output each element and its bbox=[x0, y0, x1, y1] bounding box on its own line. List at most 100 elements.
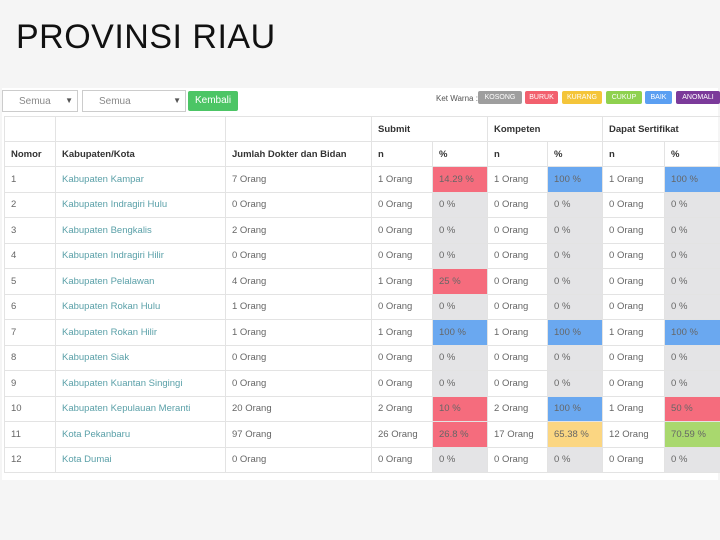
cell-nomor: 10 bbox=[4, 395, 56, 422]
cell-kabupaten[interactable]: Kabupaten Kampar bbox=[55, 166, 226, 193]
cell-kabupaten[interactable]: Kota Dumai bbox=[55, 446, 226, 473]
table-row: 1 Kabupaten Kampar 7 Orang 1 Orang 14.29 % 1 … bbox=[4, 166, 720, 193]
col-header-kompeten-pct: % bbox=[547, 141, 604, 167]
cell-kabupaten[interactable]: Kabupaten Kepulauan Meranti bbox=[55, 395, 226, 422]
cell-submit-n: 2 Orang bbox=[371, 395, 433, 422]
group-header-kompeten: Kompeten bbox=[487, 116, 604, 142]
header-empty bbox=[55, 116, 226, 142]
cell-kabupaten[interactable]: Kabupaten Pelalawan bbox=[55, 268, 226, 295]
cell-kabupaten[interactable]: Kabupaten Kuantan Singingi bbox=[55, 370, 226, 397]
cell-sertifikat-pct: 0 % bbox=[664, 293, 720, 320]
cell-sertifikat-pct: 0 % bbox=[664, 370, 720, 397]
table-row: 6 Kabupaten Rokan Hulu 1 Orang 0 Orang 0 % 0 … bbox=[4, 293, 720, 320]
chevron-down-icon: ▼ bbox=[173, 96, 181, 105]
legend-item-buruk: BURUK bbox=[525, 91, 558, 104]
cell-kabupaten[interactable]: Kabupaten Rokan Hulu bbox=[55, 293, 226, 320]
cell-kompeten-n: 0 Orang bbox=[487, 268, 549, 295]
cell-sertifikat-n: 12 Orang bbox=[602, 421, 666, 448]
cell-kompeten-pct: 100 % bbox=[547, 395, 604, 422]
cell-sertifikat-n: 0 Orang bbox=[602, 446, 666, 473]
filter-select-2[interactable]: Semua ▼ bbox=[82, 90, 186, 112]
cell-sertifikat-pct: 0 % bbox=[664, 344, 720, 371]
cell-submit-pct: 0 % bbox=[431, 217, 489, 244]
cell-kompeten-n: 0 Orang bbox=[487, 293, 549, 320]
cell-jumlah: 1 Orang bbox=[225, 293, 372, 320]
filter-select-1[interactable]: Semua ▼ bbox=[2, 90, 78, 112]
cell-sertifikat-pct: 70.59 % bbox=[664, 421, 720, 448]
chevron-down-icon: ▼ bbox=[65, 96, 73, 105]
cell-sertifikat-pct: 0 % bbox=[664, 446, 720, 473]
cell-submit-pct: 14.29 % bbox=[431, 166, 489, 193]
cell-kabupaten[interactable]: Kabupaten Siak bbox=[55, 344, 226, 371]
cell-kabupaten[interactable]: Kabupaten Bengkalis bbox=[55, 217, 226, 244]
filter-select-2-value: Semua bbox=[99, 96, 131, 107]
cell-nomor: 12 bbox=[4, 446, 56, 473]
cell-kabupaten[interactable]: Kota Pekanbaru bbox=[55, 421, 226, 448]
cell-sertifikat-pct: 0 % bbox=[664, 217, 720, 244]
col-header-jumlah: Jumlah Dokter dan Bidan bbox=[225, 141, 372, 167]
cell-kompeten-n: 0 Orang bbox=[487, 217, 549, 244]
cell-kompeten-pct: 0 % bbox=[547, 191, 604, 218]
table-row: 3 Kabupaten Bengkalis 2 Orang 0 Orang 0 % 0 O… bbox=[4, 217, 720, 244]
header-empty bbox=[225, 116, 372, 142]
cell-sertifikat-n: 0 Orang bbox=[602, 217, 666, 244]
cell-sertifikat-n: 0 Orang bbox=[602, 191, 666, 218]
cell-sertifikat-pct: 100 % bbox=[664, 166, 720, 193]
page-title: PROVINSI RIAU bbox=[16, 18, 276, 56]
cell-submit-pct: 100 % bbox=[431, 319, 489, 346]
cell-kompeten-pct: 100 % bbox=[547, 319, 604, 346]
cell-kompeten-pct: 0 % bbox=[547, 217, 604, 244]
report-panel: Semua ▼ Semua ▼ Kembali Ket Warna : KOSO… bbox=[2, 88, 720, 480]
cell-submit-pct: 0 % bbox=[431, 293, 489, 320]
cell-sertifikat-pct: 0 % bbox=[664, 268, 720, 295]
cell-kabupaten[interactable]: Kabupaten Indragiri Hilir bbox=[55, 242, 226, 269]
cell-submit-pct: 0 % bbox=[431, 242, 489, 269]
col-header-kabupaten: Kabupaten/Kota bbox=[55, 141, 226, 167]
cell-jumlah: 0 Orang bbox=[225, 191, 372, 218]
col-header-sertifikat-pct: % bbox=[664, 141, 720, 167]
cell-submit-pct: 10 % bbox=[431, 395, 489, 422]
cell-kabupaten[interactable]: Kabupaten Indragiri Hulu bbox=[55, 191, 226, 218]
cell-kompeten-pct: 0 % bbox=[547, 370, 604, 397]
col-header-submit-pct: % bbox=[431, 141, 489, 167]
cell-kompeten-pct: 0 % bbox=[547, 242, 604, 269]
cell-jumlah: 7 Orang bbox=[225, 166, 372, 193]
group-header-submit: Submit bbox=[370, 116, 489, 142]
cell-kompeten-n: 0 Orang bbox=[487, 446, 549, 473]
cell-sertifikat-n: 0 Orang bbox=[602, 268, 666, 295]
cell-jumlah: 4 Orang bbox=[225, 268, 372, 295]
cell-kompeten-n: 1 Orang bbox=[487, 166, 549, 193]
cell-jumlah: 0 Orang bbox=[225, 344, 372, 371]
cell-kompeten-pct: 0 % bbox=[547, 446, 604, 473]
legend-item-anomali: ANOMALI bbox=[676, 91, 720, 104]
cell-kompeten-n: 0 Orang bbox=[487, 370, 549, 397]
cell-jumlah: 0 Orang bbox=[225, 242, 372, 269]
cell-nomor: 2 bbox=[4, 191, 56, 218]
col-header-submit-n: n bbox=[371, 141, 433, 167]
table-row: 5 Kabupaten Pelalawan 4 Orang 1 Orang 25 % 0 … bbox=[4, 268, 720, 295]
cell-sertifikat-n: 0 Orang bbox=[602, 344, 666, 371]
cell-nomor: 7 bbox=[4, 319, 56, 346]
cell-submit-pct: 0 % bbox=[431, 191, 489, 218]
cell-kompeten-n: 1 Orang bbox=[487, 319, 549, 346]
cell-nomor: 4 bbox=[4, 242, 56, 269]
cell-jumlah: 2 Orang bbox=[225, 217, 372, 244]
col-header-sertifikat-n: n bbox=[602, 141, 666, 167]
back-button[interactable]: Kembali bbox=[188, 91, 238, 111]
cell-jumlah: 1 Orang bbox=[225, 319, 372, 346]
cell-sertifikat-n: 1 Orang bbox=[602, 319, 666, 346]
cell-jumlah: 0 Orang bbox=[225, 370, 372, 397]
cell-submit-n: 0 Orang bbox=[371, 344, 433, 371]
cell-kompeten-pct: 65.38 % bbox=[547, 421, 604, 448]
cell-kabupaten[interactable]: Kabupaten Rokan Hilir bbox=[55, 319, 226, 346]
group-header-sertifikat: Dapat Sertifikat bbox=[602, 116, 720, 142]
cell-nomor: 8 bbox=[4, 344, 56, 371]
legend-item-baik: BAIK bbox=[645, 91, 672, 104]
filter-select-1-value: Semua bbox=[19, 96, 51, 107]
cell-submit-pct: 26.8 % bbox=[431, 421, 489, 448]
table-row: 11 Kota Pekanbaru 97 Orang 26 Orang 26.8 % 17… bbox=[4, 421, 720, 448]
cell-submit-pct: 0 % bbox=[431, 446, 489, 473]
cell-jumlah: 0 Orang bbox=[225, 446, 372, 473]
cell-submit-n: 1 Orang bbox=[371, 268, 433, 295]
cell-submit-n: 26 Orang bbox=[371, 421, 433, 448]
